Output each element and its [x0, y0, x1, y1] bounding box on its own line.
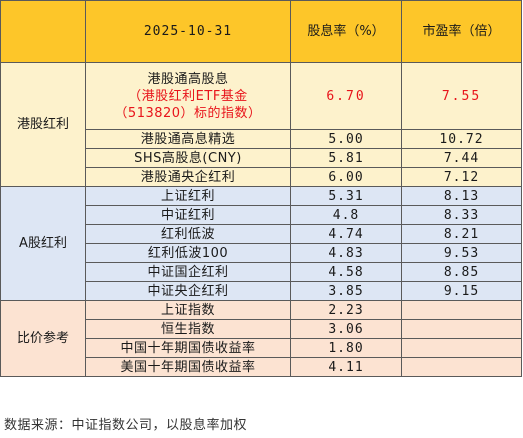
- index-name: 红利低波: [85, 224, 291, 244]
- index-name: 红利低波100: [85, 243, 291, 263]
- index-yield: 3.06: [290, 319, 402, 339]
- index-name: 中证红利: [85, 205, 291, 225]
- index-yield: 3.85: [290, 281, 402, 301]
- group-label-compare: 比价参考: [0, 300, 86, 377]
- table-row: 美国十年期国债收益率 4.11: [0, 357, 522, 377]
- index-yield: 2.23: [290, 300, 402, 320]
- table-row: A股红利 上证红利 5.31 8.13: [0, 186, 522, 301]
- index-name: 恒生指数: [85, 319, 291, 339]
- group-label-hk: 港股红利: [0, 62, 86, 187]
- index-name: 上证指数: [85, 300, 291, 320]
- dividend-comparison-table: 2025-10-31 股息率（%） 市盈率（倍） 港股红利 港股通高股息 （港股…: [0, 0, 522, 377]
- table-row: 中证央企红利 3.85 9.15: [0, 281, 522, 301]
- index-pe: 7.44: [401, 148, 522, 168]
- featured-name-line1: 港股通高股息: [147, 71, 229, 87]
- index-name: 美国十年期国债收益率: [85, 357, 291, 377]
- featured-name-line2: （港股红利ETF基金: [128, 88, 248, 104]
- index-yield: 4.11: [290, 357, 402, 377]
- index-pe: [401, 338, 522, 358]
- featured-index-name: 港股通高股息 （港股红利ETF基金 （513820）标的指数）: [85, 62, 291, 130]
- index-pe: 7.12: [401, 167, 522, 187]
- index-yield: 5.31: [290, 186, 402, 206]
- table-row: 中证国企红利 4.58 8.85: [0, 262, 522, 282]
- index-name: 上证红利: [85, 186, 291, 206]
- header-dividend-yield: 股息率（%）: [290, 0, 402, 63]
- index-pe: [401, 319, 522, 339]
- header-row: 2025-10-31 股息率（%） 市盈率（倍）: [0, 0, 522, 63]
- index-name: 港股通央企红利: [85, 167, 291, 187]
- index-name: 中证国企红利: [85, 262, 291, 282]
- table-row: 港股通央企红利 6.00 7.12: [0, 167, 522, 187]
- table-row: 红利低波100 4.83 9.53: [0, 243, 522, 263]
- index-yield: 1.80: [290, 338, 402, 358]
- index-yield: 6.00: [290, 167, 402, 187]
- index-pe: 9.53: [401, 243, 522, 263]
- index-yield: 5.00: [290, 129, 402, 149]
- source-footnote: 数据来源：中证指数公司，以股息率加权: [4, 418, 248, 433]
- index-yield: 5.81: [290, 148, 402, 168]
- index-yield: 4.83: [290, 243, 402, 263]
- index-pe: [401, 300, 522, 320]
- index-pe: 8.33: [401, 205, 522, 225]
- table-row: 港股通高息精选 5.00 10.72: [0, 129, 522, 149]
- index-pe: 9.15: [401, 281, 522, 301]
- header-pe: 市盈率（倍）: [401, 0, 522, 63]
- table-row: 中国十年期国债收益率 1.80: [0, 338, 522, 358]
- index-yield: 4.74: [290, 224, 402, 244]
- index-pe: 8.21: [401, 224, 522, 244]
- index-name: SHS高股息(CNY): [85, 148, 291, 168]
- group-label-a: A股红利: [0, 186, 86, 301]
- featured-name-line3: （513820）标的指数）: [114, 105, 262, 121]
- header-corner-cell: [0, 0, 86, 63]
- featured-pe: 7.55: [401, 62, 522, 130]
- table-row: 港股红利 港股通高股息 （港股红利ETF基金 （513820）标的指数） 6.7…: [0, 62, 522, 187]
- index-yield: 4.58: [290, 262, 402, 282]
- table-row: 比价参考 上证指数 2.23: [0, 300, 522, 377]
- index-yield: 4.8: [290, 205, 402, 225]
- featured-yield: 6.70: [290, 62, 402, 130]
- index-pe: 10.72: [401, 129, 522, 149]
- index-pe: 8.13: [401, 186, 522, 206]
- index-pe: 8.85: [401, 262, 522, 282]
- table-row: 中证红利 4.8 8.33: [0, 205, 522, 225]
- index-name: 港股通高息精选: [85, 129, 291, 149]
- index-name: 中国十年期国债收益率: [85, 338, 291, 358]
- index-pe: [401, 357, 522, 377]
- index-name: 中证央企红利: [85, 281, 291, 301]
- header-date: 2025-10-31: [85, 0, 291, 63]
